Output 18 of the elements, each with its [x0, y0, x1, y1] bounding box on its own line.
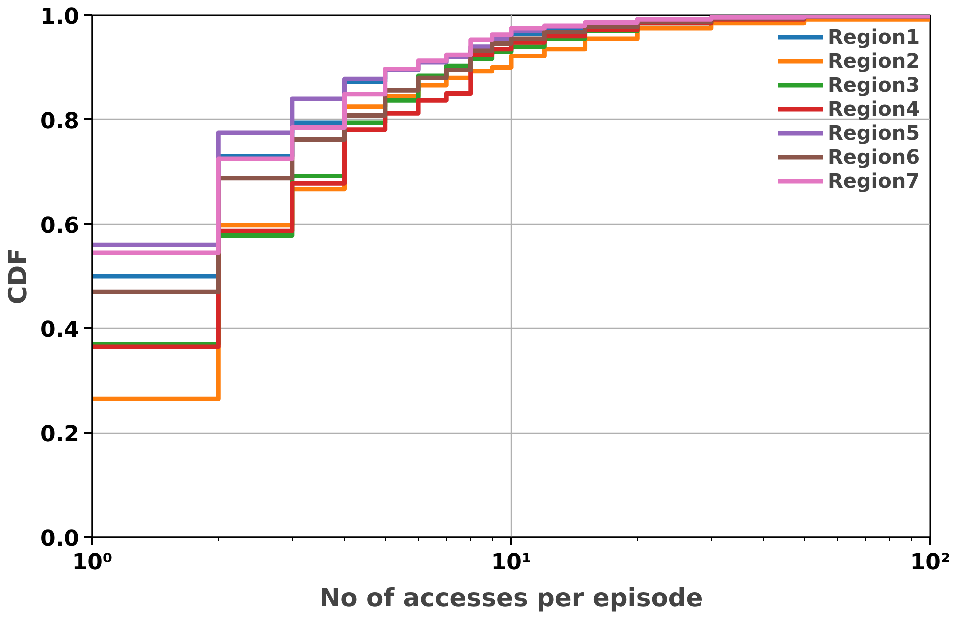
legend-label: Region2	[828, 49, 920, 73]
x-axis-title: No of accesses per episode	[320, 584, 704, 612]
y-tick-label: 0.0	[40, 527, 80, 552]
y-tick-label: 0.2	[40, 422, 80, 448]
y-axis-title: CDF	[4, 248, 33, 305]
x-tick-label: 10²	[910, 550, 951, 576]
x-tick-label: 10¹	[491, 550, 532, 576]
legend-label: Region1	[828, 25, 920, 49]
y-tick-label: 0.8	[40, 109, 80, 134]
legend-label: Region3	[828, 73, 920, 97]
y-tick-label: 0.4	[40, 318, 80, 344]
x-tick-label: 10⁰	[72, 550, 113, 576]
legend-label: Region7	[828, 169, 920, 193]
y-tick-label: 1.0	[40, 5, 80, 30]
legend-label: Region4	[828, 97, 920, 121]
legend-label: Region6	[828, 145, 920, 169]
y-tick-label: 0.6	[40, 214, 80, 239]
legend-label: Region5	[828, 121, 920, 145]
